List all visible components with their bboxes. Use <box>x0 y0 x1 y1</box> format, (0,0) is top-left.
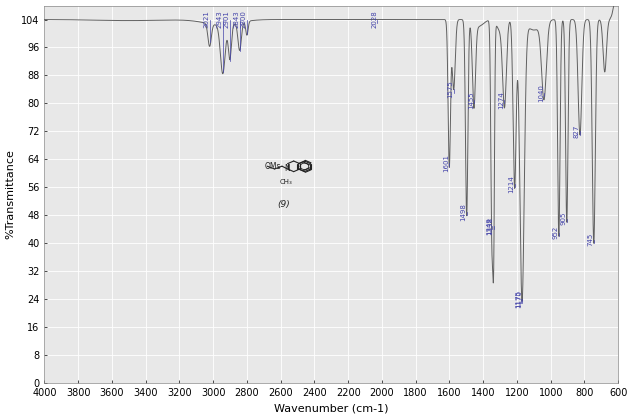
Text: 1338: 1338 <box>487 217 494 235</box>
Text: 745: 745 <box>588 233 594 246</box>
Text: 905: 905 <box>561 212 567 225</box>
Text: 827: 827 <box>574 125 580 138</box>
Text: 1170: 1170 <box>516 290 522 308</box>
Text: 1498: 1498 <box>461 203 467 221</box>
X-axis label: Wavenumber (cm-1): Wavenumber (cm-1) <box>274 403 389 414</box>
Text: 1455: 1455 <box>468 91 474 109</box>
Text: 1274: 1274 <box>499 91 505 109</box>
Text: 1349: 1349 <box>486 217 492 235</box>
Text: (9): (9) <box>278 200 291 209</box>
Text: 952: 952 <box>553 226 559 239</box>
Text: 1214: 1214 <box>509 175 515 193</box>
Text: 2800: 2800 <box>241 10 247 28</box>
Text: 2943: 2943 <box>216 10 223 28</box>
Text: 2843: 2843 <box>234 10 240 28</box>
Text: 1175: 1175 <box>515 290 521 308</box>
Text: 1575: 1575 <box>448 80 454 98</box>
Text: 2028: 2028 <box>371 10 377 28</box>
Text: OMs: OMs <box>265 162 281 171</box>
Text: 1040: 1040 <box>538 84 544 102</box>
Y-axis label: %Transmittance: %Transmittance <box>6 149 16 239</box>
Text: 2901: 2901 <box>224 10 230 28</box>
Text: 1601: 1601 <box>443 154 449 172</box>
Text: N: N <box>285 165 291 173</box>
Text: CH₃: CH₃ <box>280 179 293 185</box>
Text: 3021: 3021 <box>204 10 210 28</box>
